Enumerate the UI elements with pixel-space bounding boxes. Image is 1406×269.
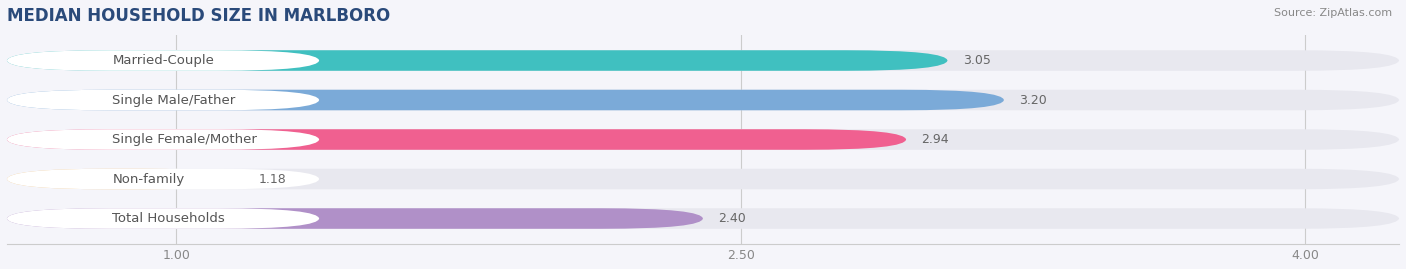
FancyBboxPatch shape	[7, 90, 1004, 110]
Text: 2.40: 2.40	[718, 212, 745, 225]
FancyBboxPatch shape	[7, 169, 1399, 189]
Text: 3.20: 3.20	[1019, 94, 1047, 107]
Text: MEDIAN HOUSEHOLD SIZE IN MARLBORO: MEDIAN HOUSEHOLD SIZE IN MARLBORO	[7, 7, 391, 25]
Text: Non-family: Non-family	[112, 172, 184, 186]
FancyBboxPatch shape	[7, 208, 1399, 229]
Text: Total Households: Total Households	[112, 212, 225, 225]
Text: 3.05: 3.05	[963, 54, 990, 67]
FancyBboxPatch shape	[7, 50, 1399, 71]
Text: Source: ZipAtlas.com: Source: ZipAtlas.com	[1274, 8, 1392, 18]
FancyBboxPatch shape	[7, 50, 319, 71]
FancyBboxPatch shape	[7, 129, 1399, 150]
FancyBboxPatch shape	[7, 129, 907, 150]
FancyBboxPatch shape	[7, 169, 245, 189]
FancyBboxPatch shape	[7, 169, 319, 189]
FancyBboxPatch shape	[7, 90, 319, 110]
Text: Single Female/Mother: Single Female/Mother	[112, 133, 257, 146]
Text: 1.18: 1.18	[259, 172, 287, 186]
Text: 2.94: 2.94	[921, 133, 949, 146]
FancyBboxPatch shape	[7, 50, 948, 71]
FancyBboxPatch shape	[7, 208, 703, 229]
FancyBboxPatch shape	[7, 90, 1399, 110]
FancyBboxPatch shape	[7, 208, 319, 229]
Text: Married-Couple: Married-Couple	[112, 54, 214, 67]
Text: Single Male/Father: Single Male/Father	[112, 94, 236, 107]
FancyBboxPatch shape	[7, 129, 319, 150]
